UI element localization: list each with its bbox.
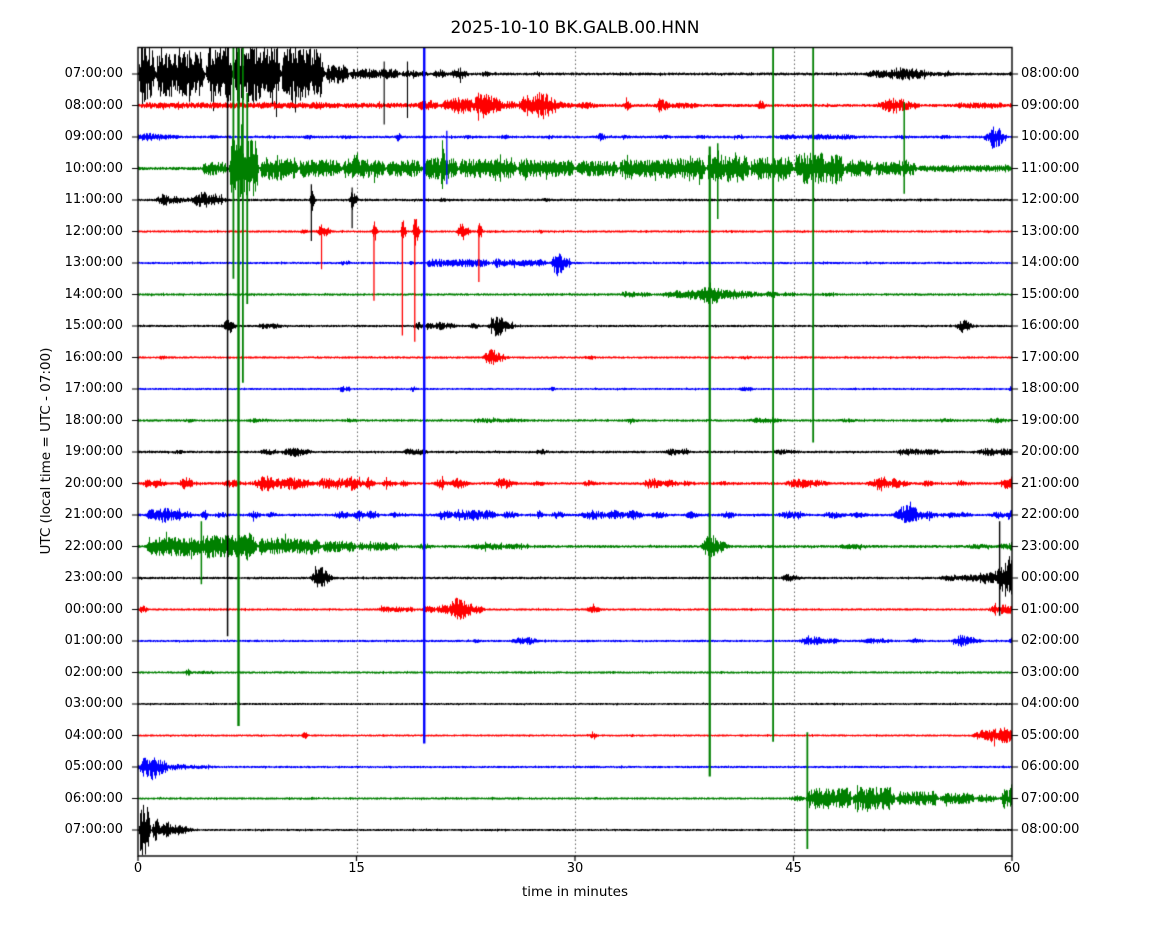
right-time-label: 15:00:00: [1021, 286, 1080, 302]
right-time-label: 00:00:00: [1021, 570, 1080, 585]
chart-title: 2025-10-10 BK.GALB.00.HNN: [450, 18, 700, 38]
left-time-label: 16:00:00: [64, 349, 123, 365]
x-tick-label: 60: [1003, 861, 1021, 876]
right-time-label: 07:00:00: [1021, 790, 1080, 806]
left-time-label: 17:00:00: [64, 381, 123, 396]
left-time-label: 19:00:00: [64, 444, 123, 459]
left-time-label: 23:00:00: [64, 570, 123, 585]
right-time-label: 01:00:00: [1021, 601, 1080, 617]
left-time-label: 07:00:00: [64, 822, 123, 837]
left-time-label: 02:00:00: [64, 664, 123, 680]
right-time-label: 19:00:00: [1021, 412, 1080, 428]
x-tick-label: 0: [133, 861, 143, 876]
left-time-label: 12:00:00: [64, 223, 123, 239]
right-time-label: 04:00:00: [1021, 696, 1080, 711]
left-time-label: 03:00:00: [64, 696, 123, 711]
x-tick-label: 15: [348, 861, 365, 876]
x-tick-label: 45: [785, 861, 802, 876]
left-time-label: 20:00:00: [64, 475, 123, 491]
right-time-label: 20:00:00: [1021, 444, 1080, 459]
left-time-label: 15:00:00: [64, 318, 123, 333]
right-time-label: 06:00:00: [1021, 759, 1080, 774]
left-time-label: 01:00:00: [64, 633, 123, 648]
left-time-label: 07:00:00: [64, 66, 123, 81]
right-time-label: 18:00:00: [1021, 381, 1080, 396]
left-time-label: 04:00:00: [64, 727, 123, 743]
left-time-label: 00:00:00: [64, 601, 123, 617]
right-time-label: 08:00:00: [1021, 822, 1080, 837]
right-time-label: 03:00:00: [1021, 664, 1080, 680]
left-time-label: 09:00:00: [64, 129, 123, 144]
left-time-label: 06:00:00: [64, 790, 123, 806]
right-time-label: 02:00:00: [1021, 633, 1080, 648]
left-time-label: 13:00:00: [64, 255, 123, 270]
x-axis-label: time in minutes: [521, 884, 629, 900]
right-time-label: 23:00:00: [1021, 538, 1080, 554]
right-time-label: 17:00:00: [1021, 349, 1080, 365]
left-time-label: 21:00:00: [64, 507, 123, 522]
left-time-label: 11:00:00: [64, 192, 123, 207]
right-time-label: 11:00:00: [1021, 160, 1080, 176]
left-time-label: 10:00:00: [64, 160, 123, 176]
left-time-label: 22:00:00: [64, 538, 123, 554]
right-time-label: 16:00:00: [1021, 318, 1080, 333]
right-time-label: 12:00:00: [1021, 192, 1080, 207]
right-time-label: 22:00:00: [1021, 507, 1080, 522]
right-time-label: 09:00:00: [1021, 97, 1080, 113]
left-time-label: 08:00:00: [64, 97, 123, 113]
right-time-label: 13:00:00: [1021, 223, 1080, 239]
left-time-label: 05:00:00: [64, 759, 123, 774]
right-time-label: 08:00:00: [1021, 66, 1080, 81]
right-time-label: 21:00:00: [1021, 475, 1080, 491]
left-time-label: 14:00:00: [64, 286, 123, 302]
left-time-label: 18:00:00: [64, 412, 123, 428]
right-time-label: 10:00:00: [1021, 129, 1080, 144]
x-tick-label: 30: [566, 861, 584, 876]
right-time-label: 14:00:00: [1021, 255, 1080, 270]
right-time-label: 05:00:00: [1021, 727, 1080, 743]
